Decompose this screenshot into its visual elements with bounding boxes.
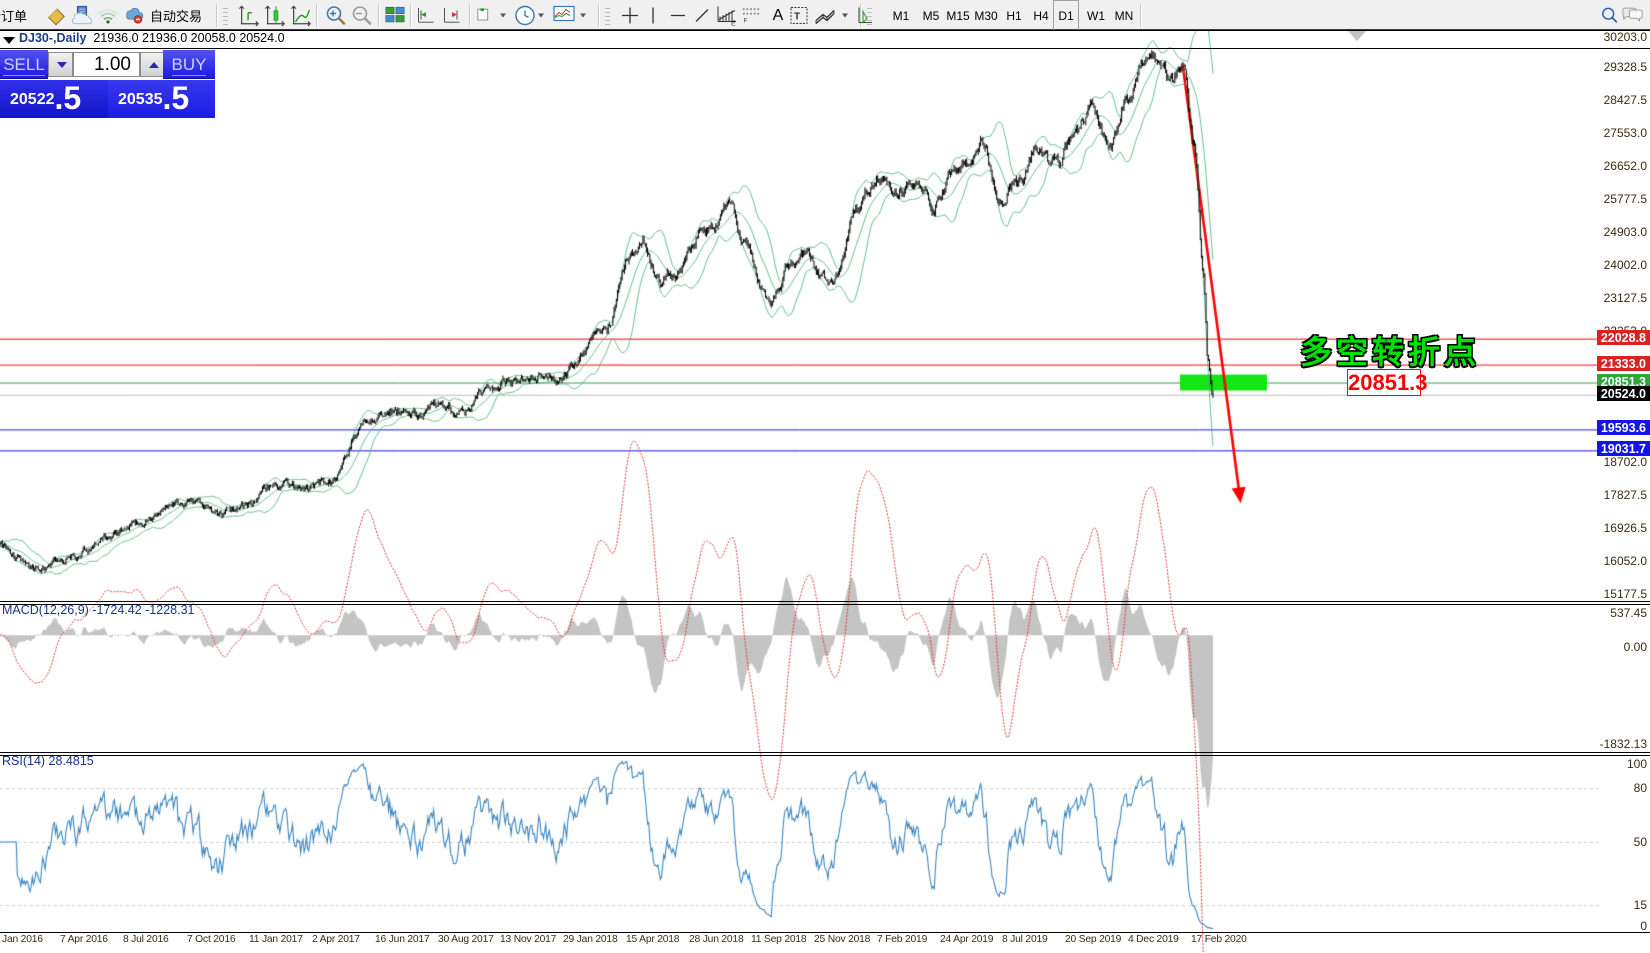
svg-text:T: T bbox=[794, 12, 800, 23]
svg-text:F: F bbox=[744, 18, 748, 25]
svg-text:E: E bbox=[731, 21, 736, 28]
